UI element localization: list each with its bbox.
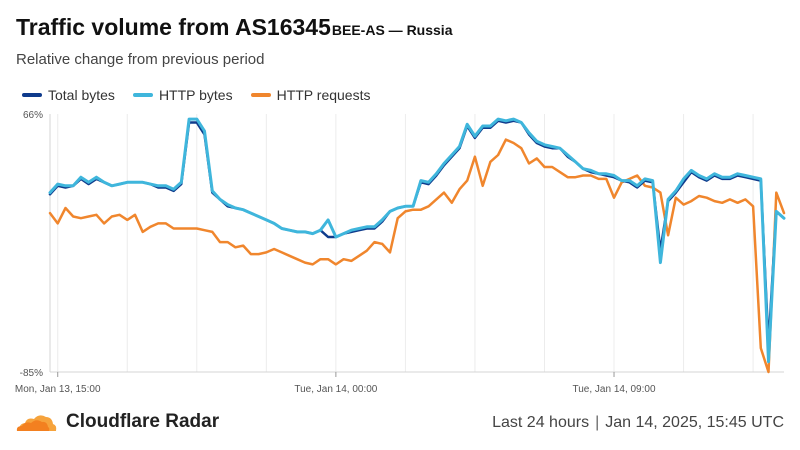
- series-line-http-bytes: [48, 117, 786, 364]
- footer: Cloudflare Radar Last 24 hours | Jan 14, 2…: [0, 405, 800, 445]
- legend-swatch-http-requests: [250, 93, 271, 97]
- chart-subtitle: Relative change from previous period: [16, 51, 265, 68]
- footer-meta: Last 24 hours | Jan 14, 2025, 15:45 UTC: [492, 414, 784, 432]
- legend-swatch-http-bytes: [132, 93, 153, 97]
- series-line-http-requests: [48, 138, 786, 374]
- chart-title-main: Traffic volume from AS16345: [16, 14, 331, 40]
- legend-item-http-bytes[interactable]: HTTP bytes: [132, 87, 233, 103]
- chart-title: Traffic volume from AS16345BEE-AS — Russ…: [16, 14, 452, 41]
- traffic-line-chart: 66% -85% Mon, Jan 13, 15:00 Tue, Jan 14, 00…: [15, 110, 786, 395]
- footer-separator: |: [595, 414, 600, 431]
- series-line-total-bytes: [48, 119, 786, 346]
- legend-swatch-total-bytes: [22, 93, 42, 97]
- y-tick-label: 66%: [23, 110, 43, 121]
- brand-name: Cloudflare Radar: [66, 411, 220, 432]
- timestamp-label: Jan 14, 2025, 15:45 UTC: [605, 414, 784, 431]
- legend-label-http-bytes: HTTP bytes: [158, 87, 233, 103]
- cloudflare-cloud-icon: [16, 415, 57, 431]
- x-tick-label: Mon, Jan 13, 15:00: [15, 384, 101, 395]
- legend-label-total-bytes: Total bytes: [48, 87, 115, 103]
- legend-label-http-requests: HTTP requests: [276, 87, 371, 103]
- brand-logo[interactable]: Cloudflare Radar: [16, 411, 219, 433]
- legend-item-total-bytes[interactable]: Total bytes: [22, 87, 115, 103]
- legend-item-http-requests[interactable]: HTTP requests: [250, 87, 371, 103]
- x-tick-label: Tue, Jan 14, 00:00: [294, 384, 377, 395]
- chart-legend: Total bytes HTTP bytes HTTP requests: [22, 87, 370, 103]
- y-tick-label: -85%: [20, 368, 43, 379]
- x-tick-label: Tue, Jan 14, 09:00: [573, 384, 656, 395]
- time-range-label: Last 24 hours: [492, 414, 590, 431]
- chart-title-asn-country: BEE-AS — Russia: [331, 22, 453, 38]
